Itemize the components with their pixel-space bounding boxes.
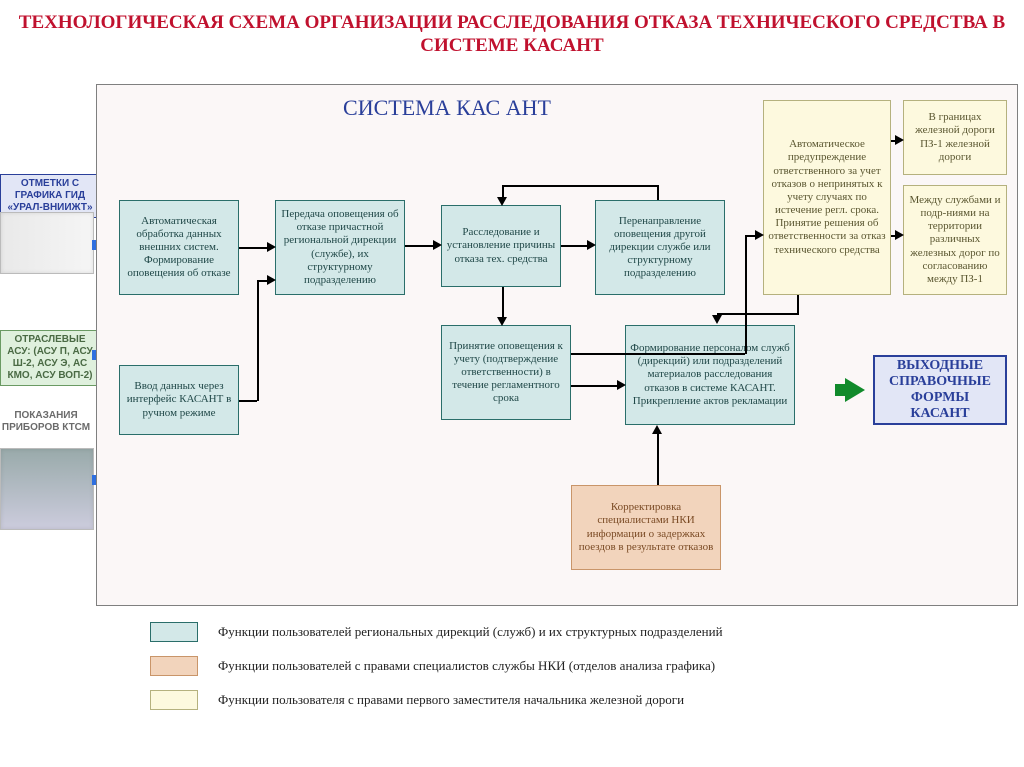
edge-n5-n4-b [502,185,658,187]
edge-n4-n6 [502,287,504,317]
edge-n9-n10-head [895,135,904,145]
page-title: ТЕХНОЛОГИЧЕСКАЯ СХЕМА ОРГАНИЗАЦИИ РАССЛЕ… [0,12,1024,58]
legend-text-1: Функции пользователей региональных дирек… [218,624,723,640]
node-n11: Между службами и подр-ниями на территори… [903,185,1007,295]
node-n1: Автоматическая обработка данных внешних … [119,200,239,295]
edge-n6-n9-a [571,353,745,355]
side-image-gid [0,212,94,274]
edge-n6-n7-head [617,380,626,390]
arrow-output [845,378,865,402]
node-n9: Автоматическое предупреждение ответствен… [763,100,891,295]
edge-n3-n4-head [433,240,442,250]
node-n3: Передача оповещения об отказе причастной… [275,200,405,295]
legend-text-2: Функции пользователей с правами специали… [218,658,715,674]
edge-n9-n7-a [797,295,799,315]
edge-n3-n4 [405,245,433,247]
node-n7: Формирование персоналом служб (дирекций)… [625,325,795,425]
legend-swatch-yellow [150,690,198,710]
edge-n1-n3 [239,247,267,249]
edge-n4-n5-head [587,240,596,250]
edge-n5-n4-head [497,197,507,206]
node-n6: Принятие оповещения к учету (подтвержден… [441,325,571,420]
edge-n4-n5 [561,245,587,247]
edge-n5-n4-a [657,185,659,200]
edge-n9-n7-head [712,315,722,324]
edge-n4-n6-head [497,317,507,326]
edge-n8-n7 [657,433,659,485]
legend-swatch-orange [150,656,198,676]
legend: Функции пользователей региональных дирек… [150,622,723,724]
edge-n2-n3-head [267,275,276,285]
node-n2: Ввод данных через интерфейс КАСАНТ в руч… [119,365,239,435]
legend-row-1: Функции пользователей региональных дирек… [150,622,723,642]
flow-canvas: СИСТЕМА КАС АНТ Автоматическая обработка… [96,84,1018,606]
legend-row-3: Функции пользователя с правами первого з… [150,690,723,710]
legend-text-3: Функции пользователя с правами первого з… [218,692,684,708]
node-n4: Расследование и установление причины отк… [441,205,561,287]
edge-n2-n3-c [257,280,267,282]
edge-n6-n9-b [745,235,747,354]
edge-n6-n9-head [755,230,764,240]
side-label-ktsm: ПОКАЗАНИЯ ПРИБОРОВ КТСМ [0,410,92,434]
edge-n9-n7-b [717,313,798,315]
node-n10: В границах железной дороги ПЗ-1 железной… [903,100,1007,175]
output-box: ВЫХОДНЫЕ СПРАВОЧНЫЕ ФОРМЫ КАСАНТ [873,355,1007,425]
edge-n5-n4-c [502,185,504,197]
edge-n2-n3-a [239,400,257,402]
node-n8: Корректировка специалистами НКИ информац… [571,485,721,570]
legend-row-2: Функции пользователей с правами специали… [150,656,723,676]
edge-n9-n11-head [895,230,904,240]
side-label-asu: ОТРАСЛЕВЫЕ АСУ: (АСУ П, АСУ Ш-2, АСУ Э, … [0,330,100,386]
edge-n1-n3-head [267,242,276,252]
edge-n6-n9-c [745,235,755,237]
edge-n6-n7 [571,385,617,387]
page-root: ТЕХНОЛОГИЧЕСКАЯ СХЕМА ОРГАНИЗАЦИИ РАССЛЕ… [0,0,1024,767]
edge-n8-n7-head [652,425,662,434]
canvas-title: СИСТЕМА КАС АНТ [97,95,797,121]
edge-n2-n3-b [257,280,259,401]
legend-swatch-cyan [150,622,198,642]
side-image-ktsm [0,448,94,530]
node-n5: Перенаправление оповещения другой дирекц… [595,200,725,295]
